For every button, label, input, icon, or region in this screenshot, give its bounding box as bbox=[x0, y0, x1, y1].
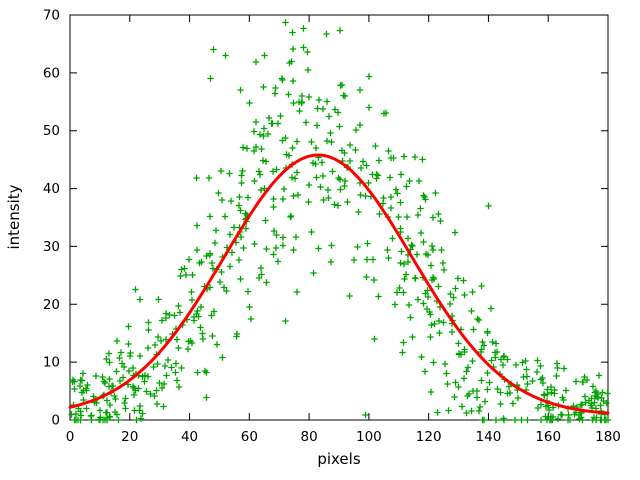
x-tick-label: 60 bbox=[241, 429, 258, 445]
y-axis-title: intensity bbox=[5, 184, 23, 250]
axis-ticks bbox=[69, 14, 609, 421]
x-tick-label: 140 bbox=[476, 429, 502, 445]
y-tick-label: 20 bbox=[43, 297, 60, 313]
y-tick-label: 10 bbox=[43, 355, 60, 371]
y-tick-label: 60 bbox=[43, 65, 60, 81]
x-tick-label: 20 bbox=[121, 429, 138, 445]
y-tick-label: 0 bbox=[51, 413, 60, 429]
x-axis-title: pixels bbox=[317, 450, 361, 468]
y-tick-label: 70 bbox=[43, 8, 60, 24]
y-tick-label: 30 bbox=[43, 239, 60, 255]
x-tick-label: 120 bbox=[416, 429, 442, 445]
fit-curve bbox=[68, 153, 610, 415]
x-tick-label: 80 bbox=[301, 429, 318, 445]
x-tick-label: 160 bbox=[535, 429, 561, 445]
x-tick-label: 40 bbox=[181, 429, 198, 445]
x-tick-label: 180 bbox=[595, 429, 621, 445]
y-tick-label: 50 bbox=[43, 123, 60, 139]
y-tick-label: 40 bbox=[43, 181, 60, 197]
x-tick-label: 0 bbox=[66, 429, 75, 445]
plot-border bbox=[69, 14, 609, 421]
x-tick-label: 100 bbox=[356, 429, 382, 445]
